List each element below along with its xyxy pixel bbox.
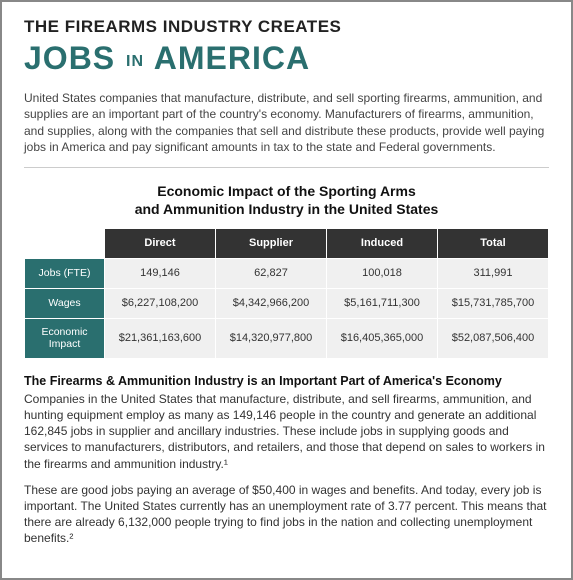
- table-cell: 149,146: [105, 259, 216, 289]
- table-cell: $21,361,163,600: [105, 318, 216, 358]
- table-row: Economic Impact $21,361,163,600 $14,320,…: [25, 318, 549, 358]
- table-cell: $5,161,711,300: [327, 288, 438, 318]
- table-title: Economic Impact of the Sporting Arms and…: [24, 182, 549, 218]
- col-header: Supplier: [216, 229, 327, 259]
- table-cell: $14,320,977,800: [216, 318, 327, 358]
- table-cell: $16,405,365,000: [327, 318, 438, 358]
- table-title-line2: and Ammunition Industry in the United St…: [135, 201, 439, 217]
- title-america: AMERICA: [154, 40, 310, 76]
- row-header: Wages: [25, 288, 105, 318]
- main-title: JOBS IN AMERICA: [24, 37, 549, 80]
- pretitle: THE FIREARMS INDUSTRY CREATES: [24, 16, 549, 39]
- intro-paragraph: United States companies that manufacture…: [24, 90, 549, 155]
- col-header: Total: [438, 229, 549, 259]
- title-jobs: JOBS: [24, 40, 115, 76]
- divider: [24, 167, 549, 168]
- section-subhead: The Firearms & Ammunition Industry is an…: [24, 373, 549, 390]
- row-header: Economic Impact: [25, 318, 105, 358]
- table-row: Jobs (FTE) 149,146 62,827 100,018 311,99…: [25, 259, 549, 289]
- table-cell: 311,991: [438, 259, 549, 289]
- table-cell: $15,731,785,700: [438, 288, 549, 318]
- row-header: Jobs (FTE): [25, 259, 105, 289]
- title-in: IN: [126, 53, 144, 70]
- section-para-2: These are good jobs paying an average of…: [24, 482, 549, 547]
- section-para-1: Companies in the United States that manu…: [24, 391, 549, 472]
- table-title-line1: Economic Impact of the Sporting Arms: [157, 183, 416, 199]
- table-cell: 62,827: [216, 259, 327, 289]
- table-cell: $6,227,108,200: [105, 288, 216, 318]
- table-cell: 100,018: [327, 259, 438, 289]
- table-cell: $4,342,966,200: [216, 288, 327, 318]
- table-corner: [25, 229, 105, 259]
- impact-table: Direct Supplier Induced Total Jobs (FTE)…: [24, 228, 549, 359]
- table-row: Wages $6,227,108,200 $4,342,966,200 $5,1…: [25, 288, 549, 318]
- col-header: Direct: [105, 229, 216, 259]
- col-header: Induced: [327, 229, 438, 259]
- table-cell: $52,087,506,400: [438, 318, 549, 358]
